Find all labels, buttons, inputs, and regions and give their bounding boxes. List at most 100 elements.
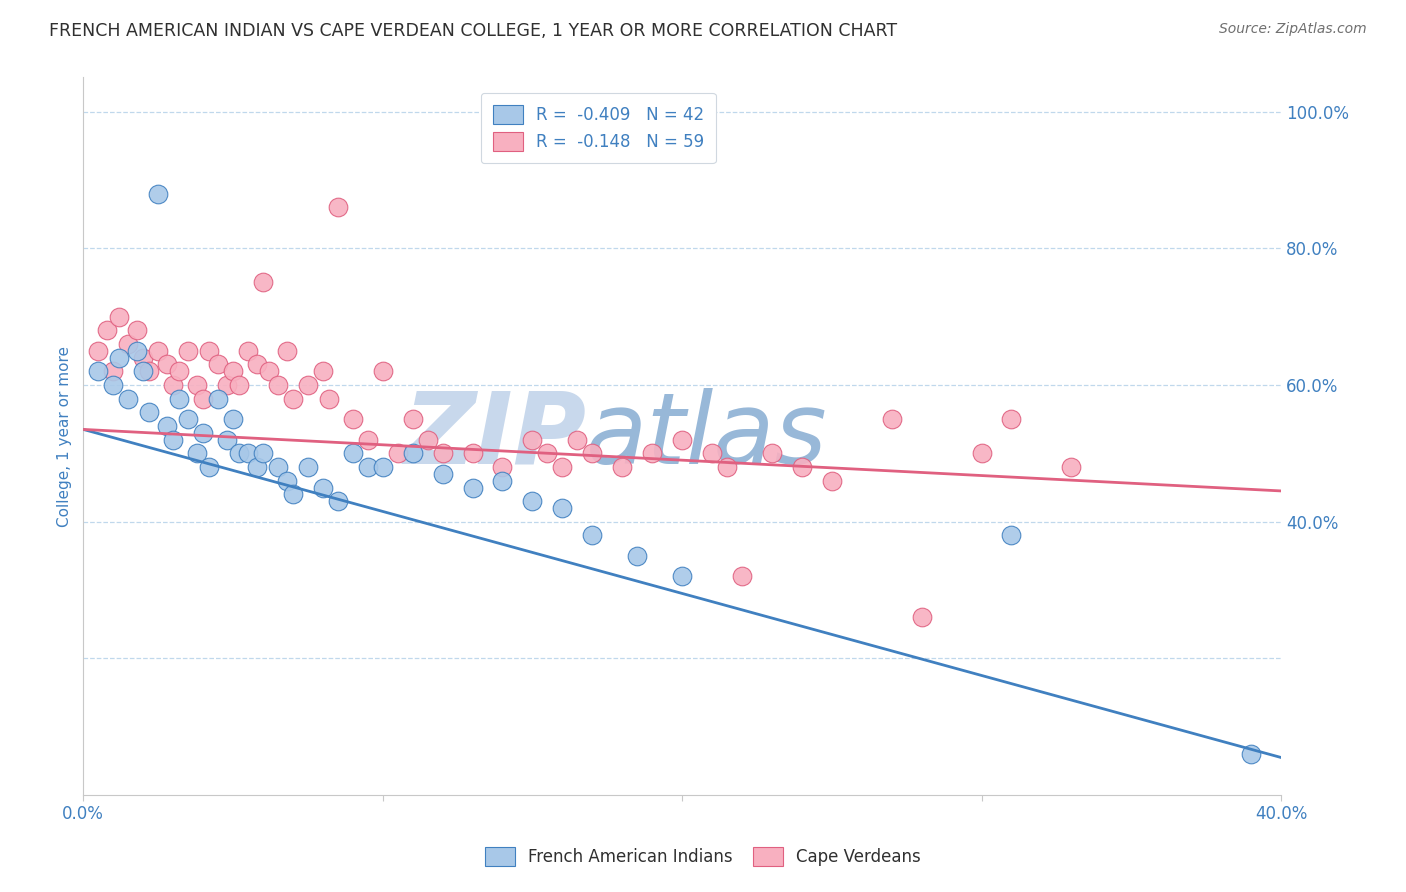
Point xyxy=(1000,528,1022,542)
Point xyxy=(522,494,544,508)
Point xyxy=(87,343,110,358)
Point xyxy=(731,569,754,583)
Point xyxy=(671,569,693,583)
Point xyxy=(536,446,558,460)
Point xyxy=(228,446,250,460)
Point xyxy=(177,412,200,426)
Point xyxy=(551,501,574,516)
Point xyxy=(117,337,139,351)
Point xyxy=(186,378,208,392)
Point xyxy=(257,364,280,378)
Point xyxy=(297,378,319,392)
Point xyxy=(432,467,454,481)
Point xyxy=(96,323,118,337)
Point xyxy=(132,351,155,365)
Point xyxy=(551,460,574,475)
Point xyxy=(357,460,380,475)
Point xyxy=(461,481,484,495)
Point xyxy=(87,364,110,378)
Point xyxy=(162,433,184,447)
Point xyxy=(357,433,380,447)
Point xyxy=(297,460,319,475)
Point xyxy=(191,425,214,440)
Point xyxy=(127,323,149,337)
Point xyxy=(821,474,844,488)
Point xyxy=(198,460,221,475)
Text: Source: ZipAtlas.com: Source: ZipAtlas.com xyxy=(1219,22,1367,37)
Point xyxy=(117,392,139,406)
Y-axis label: College, 1 year or more: College, 1 year or more xyxy=(58,346,72,527)
Point xyxy=(103,364,125,378)
Point xyxy=(522,433,544,447)
Text: ZIP: ZIP xyxy=(404,388,586,484)
Point xyxy=(156,419,179,434)
Point xyxy=(167,392,190,406)
Point xyxy=(252,446,274,460)
Point xyxy=(146,343,169,358)
Point xyxy=(138,405,160,419)
Point xyxy=(127,343,149,358)
Point xyxy=(491,460,513,475)
Point xyxy=(198,343,221,358)
Point xyxy=(970,446,993,460)
Point xyxy=(215,378,238,392)
Point xyxy=(276,474,298,488)
Point xyxy=(236,446,259,460)
Point xyxy=(186,446,208,460)
Point xyxy=(146,186,169,201)
Point xyxy=(790,460,813,475)
Point xyxy=(641,446,664,460)
Point xyxy=(461,446,484,460)
Point xyxy=(312,364,335,378)
Point xyxy=(612,460,634,475)
Point xyxy=(207,392,229,406)
Point xyxy=(132,364,155,378)
Point xyxy=(1000,412,1022,426)
Point xyxy=(267,460,290,475)
Legend: R =  -0.409   N = 42, R =  -0.148   N = 59: R = -0.409 N = 42, R = -0.148 N = 59 xyxy=(481,93,716,163)
Point xyxy=(387,446,409,460)
Point xyxy=(416,433,439,447)
Point xyxy=(371,460,394,475)
Point xyxy=(222,412,245,426)
Point xyxy=(276,343,298,358)
Point xyxy=(401,446,423,460)
Point xyxy=(1060,460,1083,475)
Point xyxy=(318,392,340,406)
Point xyxy=(312,481,335,495)
Point xyxy=(138,364,160,378)
Point xyxy=(207,358,229,372)
Point xyxy=(567,433,589,447)
Point xyxy=(215,433,238,447)
Point xyxy=(246,460,269,475)
Point xyxy=(162,378,184,392)
Point xyxy=(401,412,423,426)
Point xyxy=(108,351,131,365)
Point xyxy=(108,310,131,324)
Legend: French American Indians, Cape Verdeans: French American Indians, Cape Verdeans xyxy=(478,840,928,873)
Point xyxy=(371,364,394,378)
Point xyxy=(222,364,245,378)
Text: atlas: atlas xyxy=(586,388,828,484)
Point xyxy=(671,433,693,447)
Point xyxy=(267,378,290,392)
Point xyxy=(281,487,304,501)
Point xyxy=(246,358,269,372)
Point xyxy=(103,378,125,392)
Point xyxy=(156,358,179,372)
Point xyxy=(1240,747,1263,761)
Point xyxy=(716,460,738,475)
Point xyxy=(581,528,603,542)
Point xyxy=(491,474,513,488)
Point xyxy=(252,276,274,290)
Point xyxy=(326,494,349,508)
Point xyxy=(880,412,903,426)
Point xyxy=(342,412,364,426)
Point xyxy=(228,378,250,392)
Point xyxy=(626,549,648,563)
Point xyxy=(700,446,723,460)
Point xyxy=(236,343,259,358)
Point xyxy=(281,392,304,406)
Point xyxy=(581,446,603,460)
Point xyxy=(761,446,783,460)
